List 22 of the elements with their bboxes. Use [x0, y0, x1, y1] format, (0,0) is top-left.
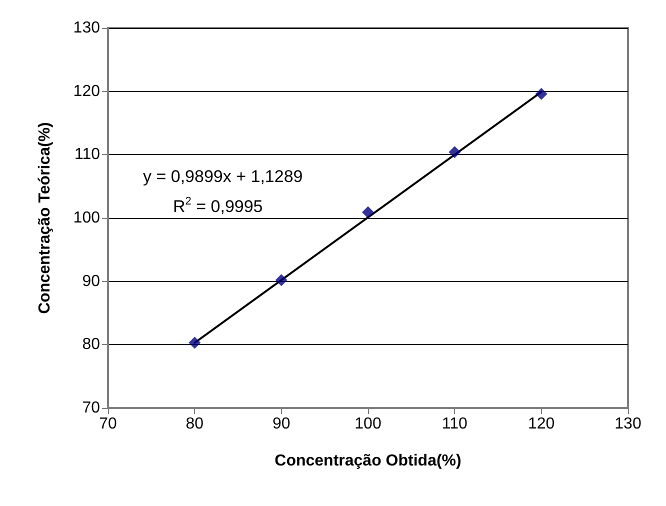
- y-tick-label: 90: [82, 272, 100, 290]
- y-tick-label: 120: [73, 82, 100, 100]
- x-tick-label: 130: [614, 416, 642, 432]
- x-axis-title: Concentração Obtida(%): [274, 452, 462, 470]
- x-tick-label: 120: [528, 416, 555, 432]
- x-tick-label: 110: [442, 416, 468, 432]
- y-tick-label: 70: [82, 400, 100, 416]
- y-tick-label: 80: [82, 336, 100, 354]
- x-tick-label: 100: [354, 416, 382, 432]
- y-tick-label: 110: [74, 146, 100, 164]
- point: [275, 274, 288, 286]
- annotation: y = 0,9899x + 1,1289: [143, 167, 303, 186]
- point: [448, 146, 461, 158]
- y-tick-label: 100: [73, 210, 100, 226]
- point: [188, 336, 201, 349]
- y-tick-label: 130: [73, 20, 100, 36]
- x-tick-label: 90: [272, 416, 290, 432]
- y-axis-title: Concentração Teórica(%): [36, 122, 54, 314]
- point: [535, 88, 548, 100]
- x-tick-label: 70: [99, 416, 117, 432]
- x-tick-label: 80: [186, 416, 204, 432]
- point: [362, 206, 374, 218]
